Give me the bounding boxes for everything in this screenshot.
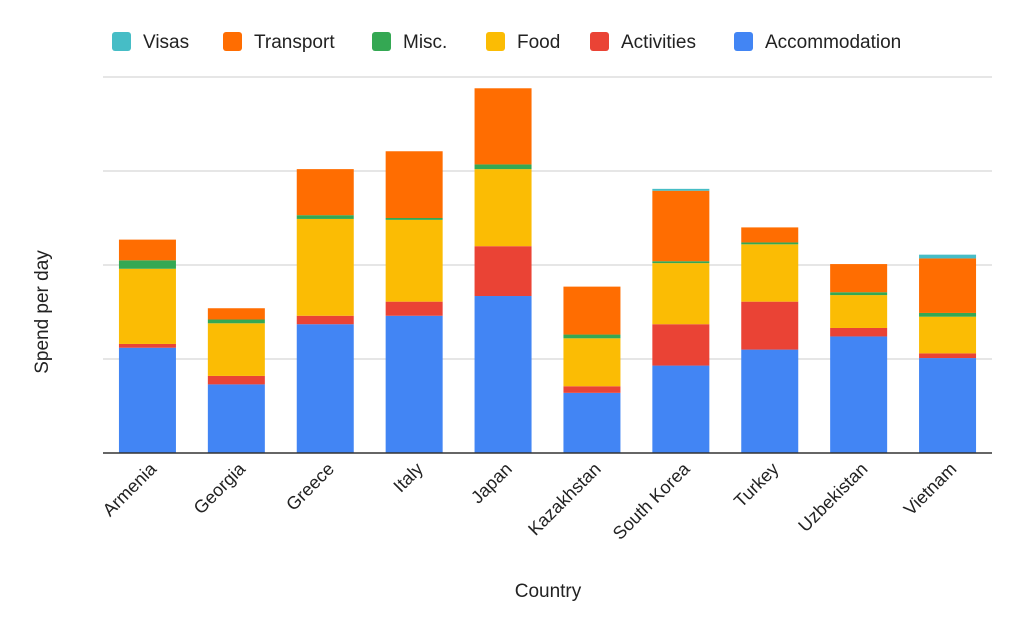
bar-georgia-transport xyxy=(207,308,265,320)
bar-uzbekistan-accommodation xyxy=(830,336,888,453)
bar-south-korea-activities xyxy=(652,324,710,366)
legend-swatch-accommodation xyxy=(734,32,753,51)
legend-swatch-misc xyxy=(372,32,391,51)
bar-kazakhstan-food xyxy=(563,338,621,387)
bar-south-korea-misc xyxy=(652,261,710,264)
bar-georgia-misc xyxy=(207,319,265,324)
bar-kazakhstan-transport xyxy=(563,286,621,335)
x-tick-uzbekistan: Uzbekistan xyxy=(794,459,871,536)
bar-greece-activities xyxy=(296,315,354,325)
legend: Visas Transport Misc. Food Activities Accommo… xyxy=(112,32,901,53)
x-tick-italy: Italy xyxy=(389,459,426,496)
bar-japan-misc xyxy=(474,164,532,170)
x-tick-japan: Japan xyxy=(467,459,516,508)
bar-kazakhstan-accommodation xyxy=(563,392,621,453)
bar-armenia-transport xyxy=(118,239,176,261)
legend-swatch-food xyxy=(486,32,505,51)
bars xyxy=(118,88,977,453)
bar-greece-food xyxy=(296,218,354,316)
bar-turkey-transport xyxy=(741,227,799,243)
legend-label-food: Food xyxy=(517,32,560,53)
legend-label-accommodation: Accommodation xyxy=(765,32,901,53)
x-tick-kazakhstan: Kazakhstan xyxy=(524,459,605,540)
bar-turkey-accommodation xyxy=(741,349,799,453)
bar-vietnam-visas xyxy=(919,254,977,259)
bar-armenia-misc xyxy=(118,260,176,269)
bar-kazakhstan-activities xyxy=(563,386,621,393)
x-tick-georgia: Georgia xyxy=(190,458,250,518)
legend-label-activities: Activities xyxy=(621,32,696,53)
x-tick-turkey: Turkey xyxy=(730,459,783,512)
legend-item-transport: Transport xyxy=(223,32,335,53)
bar-south-korea-accommodation xyxy=(652,365,710,453)
legend-swatch-activities xyxy=(590,32,609,51)
legend-label-visas: Visas xyxy=(143,32,189,53)
bar-italy-misc xyxy=(385,218,443,220)
bar-japan-food xyxy=(474,169,532,247)
legend-item-accommodation: Accommodation xyxy=(734,32,901,53)
bar-armenia-food xyxy=(118,268,176,344)
bar-uzbekistan-food xyxy=(830,295,888,328)
bar-japan-transport xyxy=(474,88,532,165)
bar-greece-transport xyxy=(296,169,354,216)
legend-swatch-visas xyxy=(112,32,131,51)
bar-vietnam-food xyxy=(919,316,977,354)
bar-uzbekistan-misc xyxy=(830,292,888,296)
legend-swatch-transport xyxy=(223,32,242,51)
bar-south-korea-visas xyxy=(652,188,710,191)
bar-vietnam-transport xyxy=(919,258,977,313)
bar-japan-accommodation xyxy=(474,296,532,453)
x-axis-title: Country xyxy=(515,581,582,602)
y-axis-title: Spend per day xyxy=(32,250,53,374)
bar-greece-accommodation xyxy=(296,324,354,453)
bar-georgia-food xyxy=(207,323,265,376)
x-tick-labels: Armenia Georgia Greece Italy Japan Kazakhstan… xyxy=(99,458,961,544)
bar-kazakhstan-misc xyxy=(563,334,621,339)
bar-uzbekistan-activities xyxy=(830,327,888,337)
bar-vietnam-misc xyxy=(919,312,977,317)
bar-south-korea-food xyxy=(652,263,710,325)
legend-label-transport: Transport xyxy=(254,32,335,53)
bar-italy-transport xyxy=(385,151,443,218)
bar-south-korea-transport xyxy=(652,190,710,262)
bar-uzbekistan-transport xyxy=(830,264,888,293)
legend-item-visas: Visas xyxy=(112,32,189,53)
bar-vietnam-activities xyxy=(919,353,977,359)
legend-item-misc: Misc. xyxy=(372,32,447,53)
bar-georgia-activities xyxy=(207,375,265,385)
legend-item-activities: Activities xyxy=(590,32,696,53)
bar-vietnam-accommodation xyxy=(919,358,977,453)
bar-armenia-activities xyxy=(118,343,176,348)
bar-turkey-food xyxy=(741,244,799,302)
x-tick-armenia: Armenia xyxy=(99,458,161,520)
x-tick-vietnam: Vietnam xyxy=(900,459,961,520)
bar-italy-food xyxy=(385,219,443,302)
legend-label-misc: Misc. xyxy=(403,32,447,53)
bar-georgia-accommodation xyxy=(207,384,265,453)
bar-armenia-accommodation xyxy=(118,347,176,453)
bar-italy-activities xyxy=(385,301,443,316)
bar-japan-activities xyxy=(474,246,532,297)
bar-greece-misc xyxy=(296,215,354,219)
x-tick-greece: Greece xyxy=(282,459,338,515)
x-tick-south-korea: South Korea xyxy=(609,458,695,544)
bar-turkey-misc xyxy=(741,242,799,245)
bar-turkey-activities xyxy=(741,301,799,350)
bar-italy-accommodation xyxy=(385,315,443,453)
legend-item-food: Food xyxy=(486,32,560,53)
